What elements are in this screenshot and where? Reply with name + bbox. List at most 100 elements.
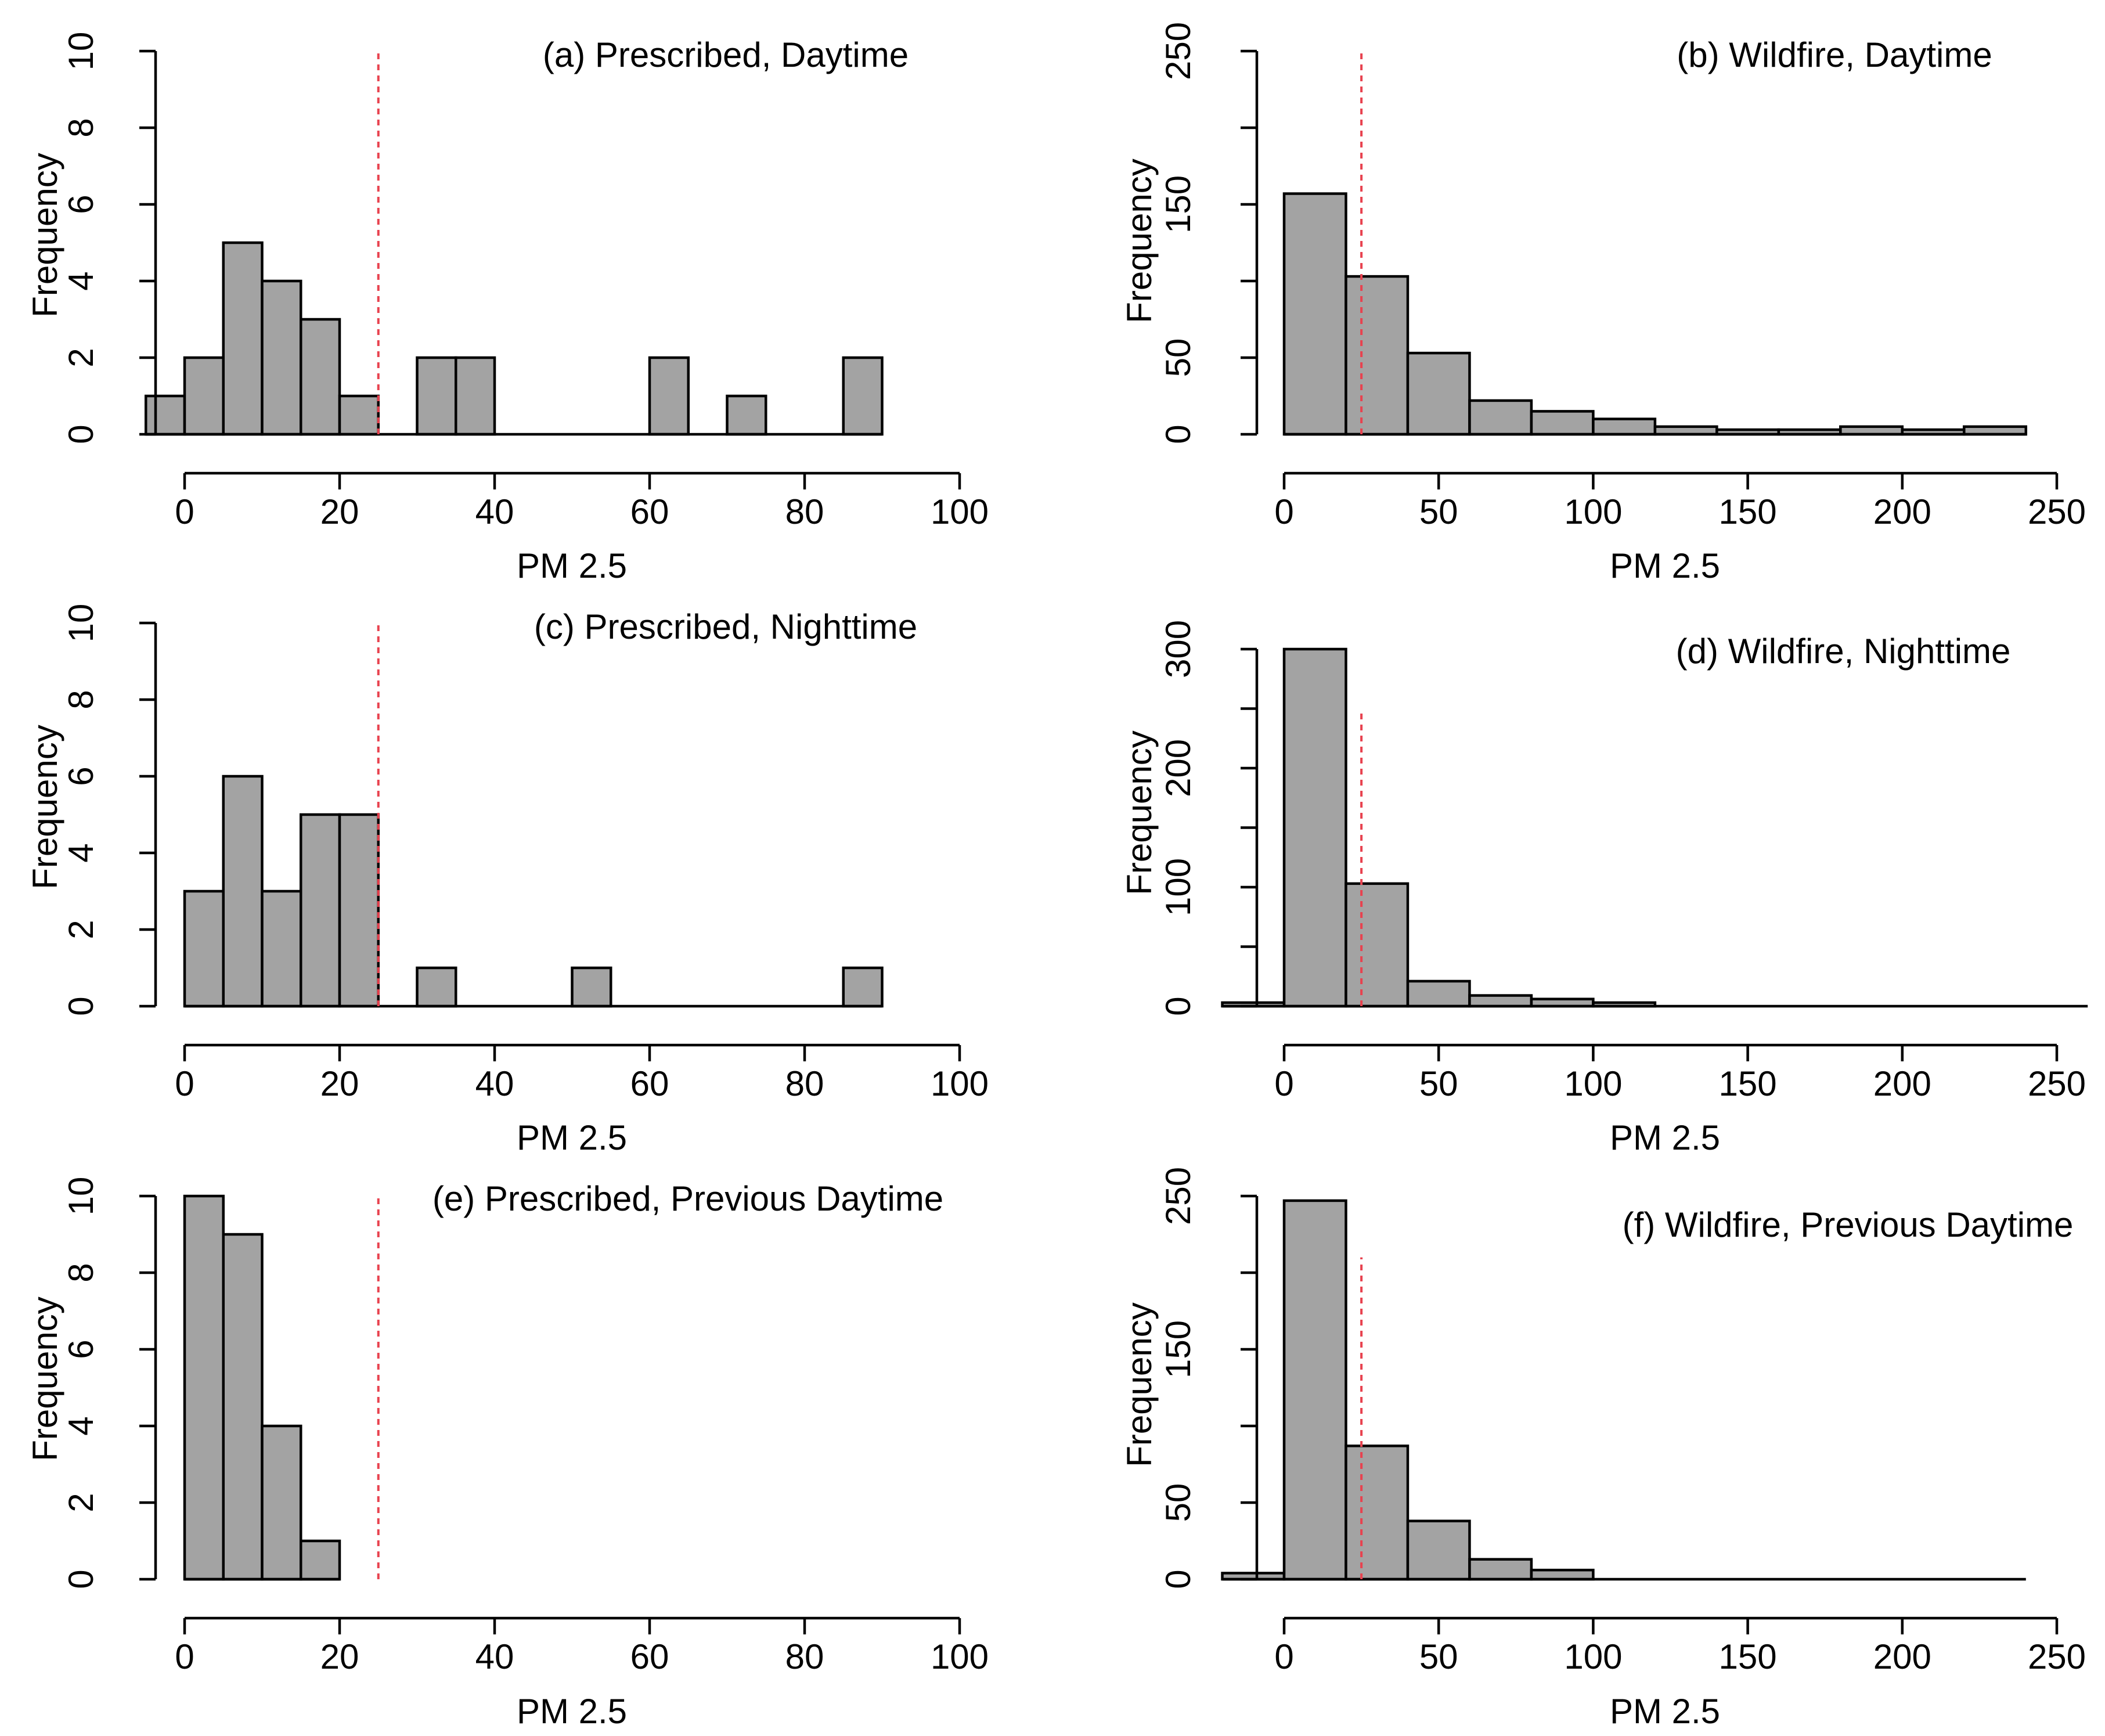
panel-d-title: (d) Wildfire, Nighttime [1676,632,2011,671]
panel-e-y-tick-label-2: 4 [62,1416,100,1435]
panel-e-bar-0 [183,1194,225,1581]
panel-b-x-tick-label-3: 150 [1719,492,1777,531]
panel-d-y-tick-label-2: 100 [1159,858,1198,916]
panel-f-bar-3 [1406,1519,1471,1581]
panel-d-x-tick-label-5: 250 [2028,1064,2086,1103]
panel-c-x-tick-label-1: 20 [320,1064,359,1103]
panel-a-y-tick-label-1: 2 [62,348,100,367]
panel-c-bar-2 [261,889,302,1008]
panel-a-bar-15 [726,394,767,436]
panel-c: 0 20 40 60 80 100 0 2 4 6 8 10 PM 2.5 Frequency (c… [26,604,989,1157]
panel-f-x-tick-label-3: 150 [1719,1637,1777,1676]
panel-c-ylabel: Frequency [26,725,64,889]
panel-c-x-tick-label-4: 80 [785,1064,824,1103]
panel-d-y-tick-label-0: 0 [1159,996,1198,1015]
panel-b-y-tick-label-1: 50 [1159,338,1198,377]
panel-a-y-tick-label-3: 6 [62,195,100,214]
panel-f-ylabel: Frequency [1120,1302,1159,1467]
panel-c-xlabel: PM 2.5 [517,1118,627,1157]
panel-c-y-tick-label-4: 8 [62,690,100,709]
panel-a-x-tick-label-5: 100 [931,492,989,531]
panel-d-x-tick-label-1: 50 [1419,1064,1458,1103]
panel-e-x-tick-label-1: 20 [320,1637,359,1676]
panel-a-bar-7 [416,356,457,436]
panel-a-x-tick-label-4: 80 [785,492,824,531]
panel-d-x-tick-label-0: 0 [1274,1064,1293,1103]
panel-c-y-tick-label-5: 10 [62,604,100,643]
panel-f-x-tick-label-5: 250 [2028,1637,2086,1676]
panel-d-ylabel: Frequency [1120,730,1159,895]
panel-c-title: (c) Prescribed, Nighttime [534,607,917,646]
panel-b: 0 50 100 150 200 250 0 50 150 250 PM 2.5 Frequen… [1120,22,2086,585]
panel-f-bar-5 [1530,1568,1595,1581]
panel-b-ylabel: Frequency [1120,159,1159,323]
panel-a-bar-8 [455,356,496,436]
panel-c-x-tick-label-5: 100 [931,1064,989,1103]
panel-f: 0 50 100 150 200 250 0 50 150 250 PM 2.5 Frequen… [1120,1167,2086,1731]
panel-a-bar-4 [300,318,341,436]
panel-a-ylabel: Frequency [26,153,64,317]
panel-d-bar-3 [1406,979,1471,1008]
panel-a-bar-2 [222,241,264,436]
panel-e-y-tick-label-4: 8 [62,1263,100,1282]
panel-d-xlabel: PM 2.5 [1610,1118,1720,1157]
panel-e-x-tick-label-4: 80 [785,1637,824,1676]
panel-e-bar-2 [261,1424,302,1581]
panel-e-title: (e) Prescribed, Previous Daytime [432,1179,943,1218]
panel-f-xlabel: PM 2.5 [1610,1692,1720,1731]
panel-b-y-tick-label-0: 0 [1159,424,1198,444]
panel-a-y-tick-label-2: 4 [62,271,100,290]
panel-b-y-tick-label-3: 150 [1159,175,1198,233]
panel-a-y-tick-label-0: 0 [62,424,100,444]
panel-a-bar-5 [338,394,380,436]
panel-b-x-tick-label-4: 200 [1873,492,1931,531]
panel-a-bar-13 [648,356,690,436]
panel-d-y-tick-label-6: 300 [1159,620,1198,678]
panel-c-y-tick-label-0: 0 [62,996,100,1015]
panel-e-y-tick-label-0: 0 [62,1569,100,1589]
panel-f-x-tick-label-1: 50 [1419,1637,1458,1676]
panel-d-x-tick-label-2: 100 [1564,1064,1622,1103]
panel-a-x-tick-label-1: 20 [320,492,359,531]
panel-f-y-tick-label-5: 250 [1159,1167,1198,1225]
panel-c-x-tick-label-0: 0 [175,1064,194,1103]
panel-b-bar-2 [1406,351,1471,436]
panel-a-x-tick-label-0: 0 [175,492,194,531]
panel-d-x-tick-label-3: 150 [1719,1064,1777,1103]
panel-e-x-tick-label-5: 100 [931,1637,989,1676]
panel-b-x-tick-label-1: 50 [1419,492,1458,531]
panel-b-xlabel: PM 2.5 [1610,546,1720,585]
panel-b-bar-0 [1282,192,1347,436]
panel-f-bar-4 [1468,1558,1533,1581]
panel-b-bar-1 [1345,275,1410,436]
panel-d-x-tick-label-4: 200 [1873,1064,1931,1103]
panel-f-y-tick-label-0: 0 [1159,1569,1198,1589]
panel-c-bar-3 [300,813,341,1008]
panel-e-y-tick-label-3: 6 [62,1339,100,1359]
panel-c-y-tick-label-3: 6 [62,766,100,786]
panel-e-y-tick-label-1: 2 [62,1493,100,1512]
panel-b-x-tick-label-5: 250 [2028,492,2086,531]
panel-c-bar-10 [571,966,612,1008]
panel-d-bar-1 [1282,647,1347,1008]
panel-e-ylabel: Frequency [26,1296,64,1461]
panel-a-bar-18 [842,356,884,436]
panel-c-bar-6 [416,966,457,1008]
panel-e-y-tick-label-5: 10 [62,1177,100,1216]
panel-a: 0 20 40 60 80 100 0 2 4 6 8 10 PM 2.5 Frequency (a… [26,32,989,585]
panel-f-title: (f) Wildfire, Previous Daytime [1623,1205,2074,1244]
panel-e-bar-3 [300,1539,341,1581]
panel-f-y-tick-label-3: 150 [1159,1320,1198,1378]
panel-b-y-tick-label-5: 250 [1159,22,1198,80]
panel-a-title: (a) Prescribed, Daytime [543,35,909,74]
panel-f-bar-1 [1282,1199,1347,1581]
panel-c-bar-1 [222,775,264,1008]
panel-a-y-tick-label-4: 8 [62,118,100,137]
panel-f-bar-2 [1345,1445,1410,1581]
panel-e-xlabel: PM 2.5 [517,1692,627,1731]
panel-c-bar-0 [183,889,225,1008]
panel-a-y-tick-label-5: 10 [62,32,100,71]
panel-c-x-tick-label-3: 60 [630,1064,669,1103]
panel-a-bar-3 [261,279,302,436]
